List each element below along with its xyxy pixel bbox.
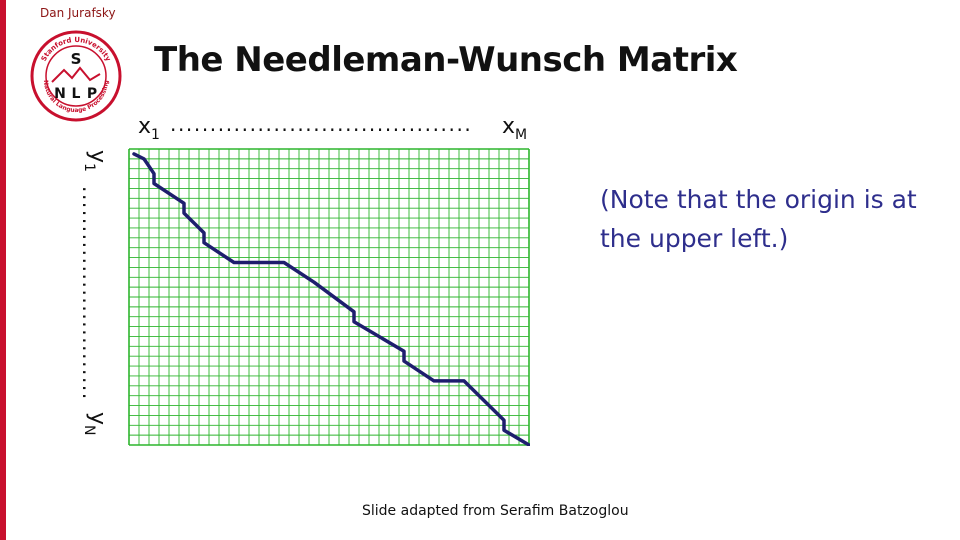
stanford-nlp-logo: Stanford University Natural Language Pro… <box>30 30 122 122</box>
matrix-grid <box>128 148 530 446</box>
logo-mountain-icon <box>51 66 101 83</box>
logo-letter-n: N <box>54 86 66 102</box>
slide-title: The Needleman-Wunsch Matrix <box>154 40 738 80</box>
slide-credit: Slide adapted from Serafim Batzoglou <box>362 503 629 519</box>
logo-letter-l: L <box>72 86 81 102</box>
y-axis-end-label: yN <box>81 412 110 436</box>
logo-letter-s: S <box>71 50 82 68</box>
logo-letter-p: P <box>87 86 97 102</box>
x-axis-start-label: x1 <box>138 114 160 143</box>
origin-note: (Note that the origin is at the upper le… <box>600 185 917 253</box>
slide-accent-bar <box>0 0 6 540</box>
y-axis-ellipsis: ...................................... <box>78 186 102 400</box>
alignment-path <box>132 152 530 446</box>
x-axis-end-label: xM <box>502 114 528 143</box>
needleman-wunsch-matrix <box>128 148 530 446</box>
y-axis-start-label: y1 <box>81 150 110 172</box>
slide-author: Dan Jurafsky <box>40 6 116 20</box>
x-axis-ellipsis: ...................................... <box>170 112 473 136</box>
